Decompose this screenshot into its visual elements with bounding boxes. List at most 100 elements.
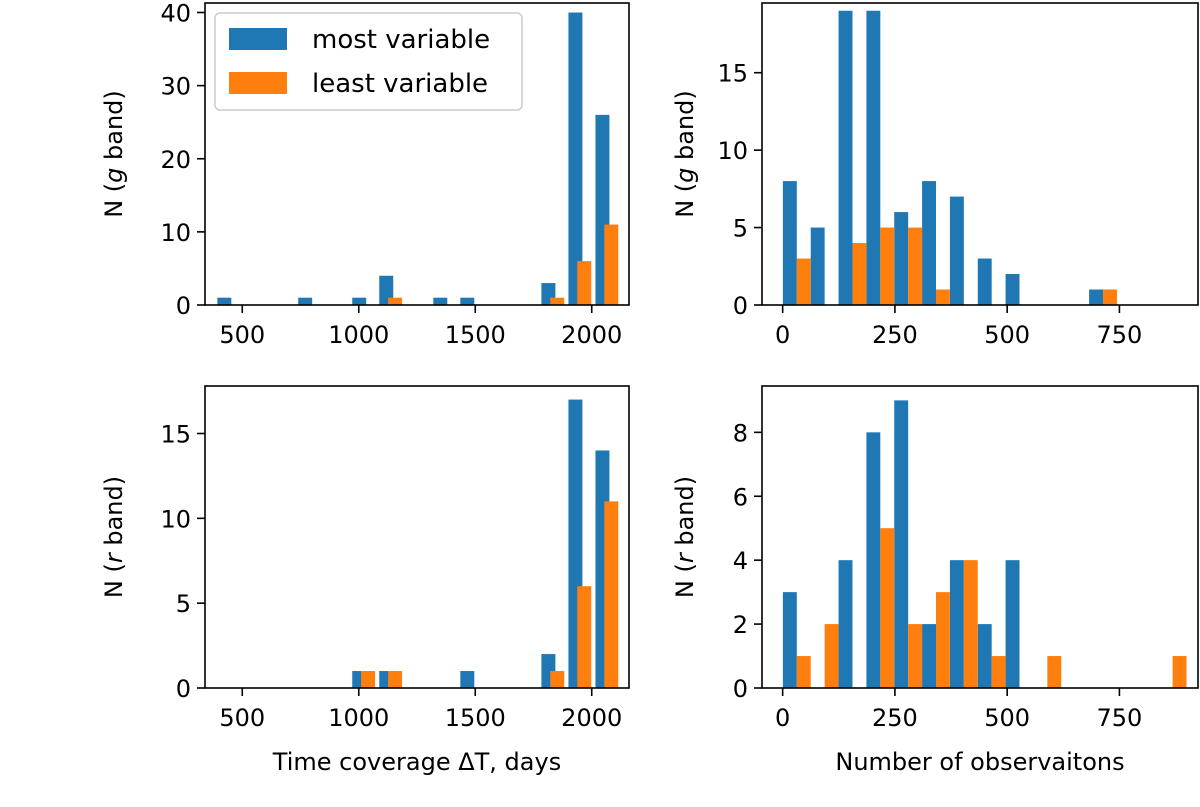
x-axis-label: Number of observaitons <box>835 748 1124 776</box>
panel-g-band-time-coverage: 500 1000 1500 2000 0 10 20 30 40 N (g band) most v… <box>100 0 630 349</box>
bar-least-rN-4 <box>936 592 950 688</box>
bar-most-rT-2 <box>460 671 475 688</box>
y-tick-label: 10 <box>160 219 191 247</box>
y-tick-label: 0 <box>176 675 191 703</box>
bar-least-gN-5 <box>1103 289 1117 305</box>
x-tick-label: 2000 <box>561 321 622 349</box>
x-tick-label: 250 <box>872 321 918 349</box>
legend-swatch-most <box>229 28 287 50</box>
bar-least-gN-1 <box>852 243 867 305</box>
x-tick-label: 0 <box>775 321 790 349</box>
bar-most-gN-9 <box>1089 289 1104 305</box>
y-tick-label: 6 <box>733 483 748 511</box>
y-tick-label: 15 <box>160 421 191 449</box>
x-tick-label: 500 <box>984 704 1030 732</box>
bar-most-gT-5 <box>460 297 475 305</box>
y-tick-label: 0 <box>733 675 748 703</box>
bar-most-rN-4 <box>922 624 936 688</box>
x-tick-label: 2000 <box>561 704 622 732</box>
y-tick-label: 8 <box>733 419 748 447</box>
y-tick-label: 20 <box>160 146 191 174</box>
bar-least-gT-2 <box>577 261 592 305</box>
bar-most-gT-3 <box>379 275 394 305</box>
bar-least-rT-4 <box>604 501 619 688</box>
x-tick-label: 750 <box>1097 321 1143 349</box>
bar-most-rN-0 <box>782 592 797 688</box>
x-tick-label: 1000 <box>328 321 389 349</box>
bar-least-gN-0 <box>796 258 811 305</box>
axes-frame <box>761 2 1199 306</box>
x-tick-label: 500 <box>219 704 265 732</box>
bar-least-rN-6 <box>991 656 1006 688</box>
bar-most-rN-3 <box>894 400 909 688</box>
bar-least-gT-1 <box>550 297 565 305</box>
y-tick-label: 40 <box>160 0 191 28</box>
bar-most-rN-7 <box>1005 560 1020 688</box>
legend-label-most: most variable <box>312 25 490 55</box>
y-tick-label: 5 <box>733 215 748 243</box>
y-tick-label: 5 <box>176 590 191 618</box>
y-tick-label: 2 <box>733 611 748 639</box>
bar-most-rN-5 <box>949 560 964 688</box>
bar-least-gN-3 <box>908 227 923 305</box>
bar-most-rN-1 <box>838 560 853 688</box>
y-tick-label: 0 <box>176 292 191 320</box>
bar-least-rT-1 <box>388 671 403 688</box>
bar-most-gN-3 <box>866 10 881 306</box>
bar-least-rT-0 <box>361 671 376 688</box>
bar-most-rN-6 <box>977 624 992 688</box>
bar-least-gT-0 <box>388 297 403 305</box>
y-tick-label: 0 <box>733 292 748 320</box>
y-axis-label: N (r band) <box>671 476 699 598</box>
bar-least-rN-2 <box>880 528 895 688</box>
y-tick-label: 30 <box>160 73 191 101</box>
y-axis-label: N (r band) <box>100 476 128 598</box>
panel-r-band-time-coverage: 500 1000 1500 2000 0 5 10 15 N (r band) Time cove… <box>100 385 630 776</box>
bar-least-gN-4 <box>936 289 950 305</box>
bar-least-rN-3 <box>908 624 923 688</box>
bar-least-gT-3 <box>604 224 619 305</box>
bar-least-rN-0 <box>796 656 811 688</box>
panel-r-band-observations: 0 250 500 750 0 2 4 6 8 N (r band) Number of obser… <box>671 385 1199 776</box>
bar-least-rT-2 <box>550 671 565 688</box>
panel-g-band-observations: 0 250 500 750 0 5 10 15 N (g band) <box>671 2 1199 349</box>
bar-least-rN-8 <box>1172 656 1187 688</box>
y-axis-label: N (g band) <box>100 90 128 218</box>
bar-least-rN-5 <box>963 560 978 688</box>
axes-frame <box>204 385 630 689</box>
bar-least-rN-1 <box>824 624 839 688</box>
bar-most-gT-0 <box>217 297 232 305</box>
bar-most-gN-2 <box>838 10 853 306</box>
bar-least-rT-3 <box>577 586 592 688</box>
bar-most-gN-8 <box>1005 274 1020 305</box>
y-axis-label: N (g band) <box>671 90 699 218</box>
x-tick-label: 500 <box>219 321 265 349</box>
x-tick-label: 250 <box>872 704 918 732</box>
bar-most-gN-0 <box>782 181 797 305</box>
bar-most-rN-2 <box>866 432 881 688</box>
bar-most-gT-1 <box>298 297 313 305</box>
x-tick-label: 750 <box>1097 704 1143 732</box>
legend-box <box>214 12 523 111</box>
x-tick-label: 1500 <box>445 321 506 349</box>
bar-most-gN-5 <box>922 181 936 305</box>
bar-most-gN-7 <box>977 258 992 305</box>
legend: most variable least variable <box>214 12 523 111</box>
y-tick-label: 4 <box>733 547 748 575</box>
x-tick-label: 1500 <box>445 704 506 732</box>
bar-most-gN-1 <box>810 227 825 305</box>
bar-most-gT-4 <box>433 297 448 305</box>
bar-least-gN-2 <box>880 227 895 305</box>
legend-swatch-least <box>229 72 287 94</box>
y-tick-label: 10 <box>160 505 191 533</box>
y-tick-label: 15 <box>717 60 748 88</box>
x-tick-label: 500 <box>984 321 1030 349</box>
y-tick-label: 10 <box>717 137 748 165</box>
bar-least-rN-7 <box>1047 656 1062 688</box>
legend-label-least: least variable <box>312 69 488 99</box>
x-axis-label: Time coverage ΔT, days <box>272 748 561 776</box>
x-tick-label: 0 <box>775 704 790 732</box>
bar-most-gT-2 <box>352 297 367 305</box>
bar-most-gT-7 <box>568 12 583 305</box>
